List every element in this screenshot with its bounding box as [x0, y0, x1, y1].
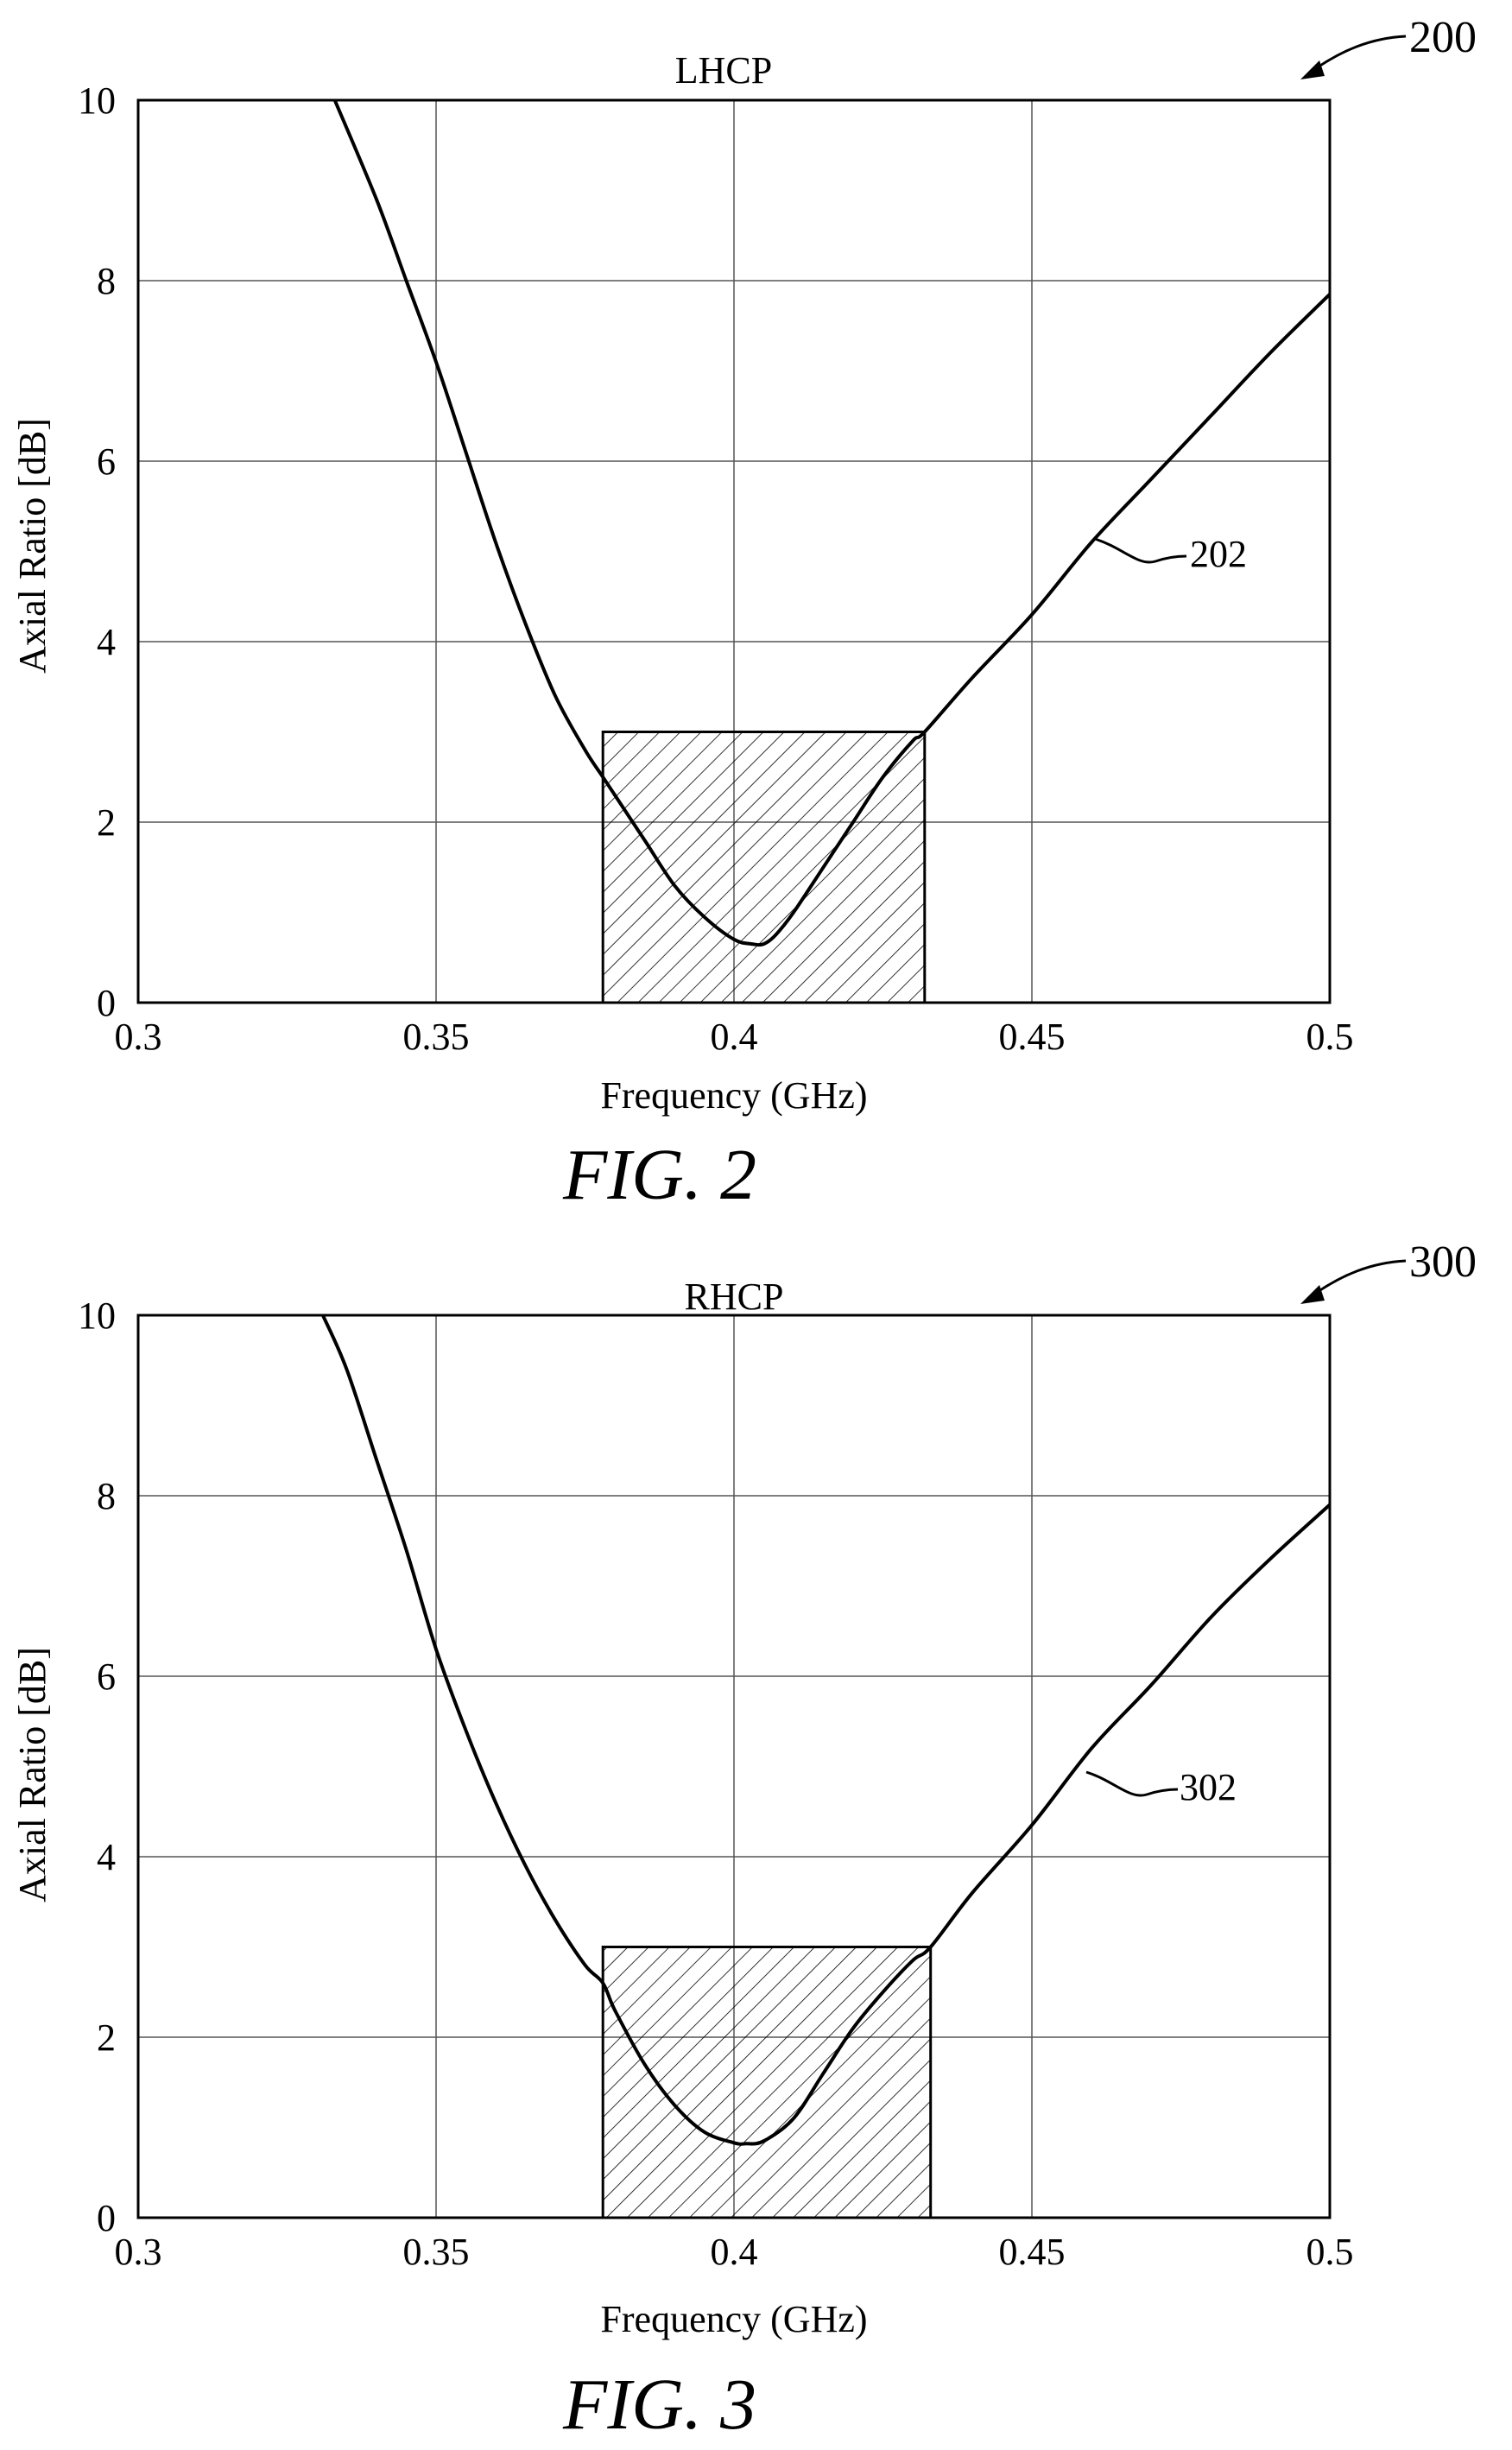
curve-ref-number: 302 — [1180, 1766, 1237, 1808]
y-tick-label: 0 — [97, 982, 116, 1024]
curve-ref-leader — [1094, 537, 1187, 564]
y-tick-label: 2 — [97, 801, 116, 844]
figure-ref-leader-arrow — [1312, 1259, 1407, 1297]
y-tick-label: 6 — [97, 440, 116, 483]
x-tick-label: 0.5 — [1306, 1016, 1354, 1058]
figure-3: 300 RHCP 0.3 0.35 0.4 0.45 0.5 0 2 4 6 8 10 Axial… — [11, 1238, 1477, 2445]
figure-ref-number: 300 — [1409, 1238, 1477, 1287]
y-tick-label: 2 — [97, 2016, 116, 2059]
plot-area: 0.3 0.35 0.4 0.45 0.5 0 2 4 6 8 10 — [78, 1295, 1354, 2273]
curve-ref-leader — [1085, 1770, 1179, 1797]
y-tick-label: 4 — [97, 1836, 116, 1878]
curve-ref-number: 202 — [1190, 533, 1247, 575]
y-tick-label: 4 — [97, 621, 116, 663]
x-axis-label: Frequency (GHz) — [600, 2298, 867, 2340]
x-tick-labels: 0.3 0.35 0.4 0.45 0.5 — [115, 2231, 1354, 2273]
chart-title: RHCP — [685, 1276, 784, 1318]
x-tick-label: 0.35 — [403, 1016, 470, 1058]
x-tick-label: 0.4 — [711, 1016, 758, 1058]
highlight-band-hatched — [601, 731, 927, 1004]
y-axis-label: Axial Ratio [dB] — [11, 1647, 54, 1902]
y-tick-label: 10 — [78, 1295, 116, 1337]
figure-caption: FIG. 2 — [562, 1135, 756, 1215]
axial-ratio-curve-202 — [332, 99, 1332, 947]
x-tick-label: 0.5 — [1306, 2231, 1354, 2273]
figure-caption: FIG. 3 — [562, 2365, 756, 2445]
x-tick-label: 0.3 — [115, 2231, 162, 2273]
y-tick-label: 8 — [97, 1475, 116, 1517]
plot-frame — [136, 1314, 1332, 2219]
y-tick-label: 6 — [97, 1655, 116, 1698]
highlight-band-hatched — [601, 1946, 933, 2219]
y-axis-label: Axial Ratio [dB] — [11, 418, 54, 674]
x-tick-label: 0.3 — [115, 1016, 162, 1058]
x-tick-label: 0.45 — [999, 2231, 1066, 2273]
x-tick-label: 0.35 — [403, 2231, 470, 2273]
y-tick-labels: 0 2 4 6 8 10 — [78, 1295, 116, 2239]
x-tick-label: 0.45 — [999, 1016, 1066, 1058]
figure-ref-number: 200 — [1409, 13, 1477, 62]
plot-area: 0.3 0.35 0.4 0.45 0.5 0 2 4 6 8 10 — [78, 79, 1354, 1058]
figure-ref-arrowhead — [1300, 60, 1325, 79]
x-axis-label: Frequency (GHz) — [600, 1074, 867, 1117]
chart-title: LHCP — [675, 49, 772, 92]
axial-ratio-curve-302 — [321, 1314, 1332, 2146]
figure-2: 200 LHCP 0.3 0.35 0.4 0.45 0.5 0 2 4 6 8 10 Axial… — [11, 13, 1477, 1215]
y-tick-labels: 0 2 4 6 8 10 — [78, 79, 116, 1024]
figure-ref-leader-arrow — [1312, 35, 1407, 73]
y-tick-label: 0 — [97, 2197, 116, 2239]
figure-ref-arrowhead — [1300, 1285, 1325, 1304]
y-tick-label: 10 — [78, 79, 116, 122]
x-tick-label: 0.4 — [711, 2231, 758, 2273]
plot-frame — [136, 98, 1332, 1004]
x-tick-labels: 0.3 0.35 0.4 0.45 0.5 — [115, 1016, 1354, 1058]
y-tick-label: 8 — [97, 260, 116, 302]
